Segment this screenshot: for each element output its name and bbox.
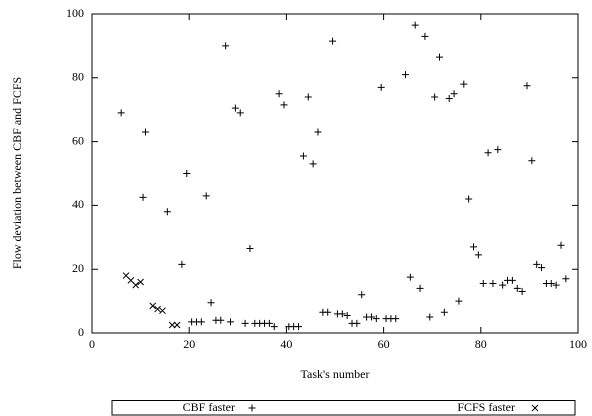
- point: [528, 157, 536, 165]
- x-tick-label: 40: [280, 337, 292, 351]
- point: [401, 71, 409, 79]
- point: [445, 95, 453, 103]
- y-tick-label: 0: [78, 325, 84, 339]
- point: [227, 318, 235, 326]
- point: [426, 313, 434, 321]
- point: [411, 21, 419, 29]
- y-tick-label: 80: [72, 70, 84, 84]
- point: [416, 284, 424, 292]
- point: [538, 264, 546, 272]
- point: [299, 152, 307, 160]
- point: [141, 128, 149, 136]
- legend-box: [111, 400, 576, 416]
- point: [494, 146, 502, 154]
- x-tick-label: 80: [475, 337, 487, 351]
- plot-frame: [91, 13, 579, 334]
- point: [552, 281, 560, 289]
- point: [149, 302, 157, 310]
- point: [139, 193, 147, 201]
- point: [353, 319, 361, 327]
- point: [406, 273, 414, 281]
- point: [154, 305, 161, 313]
- legend-marker: [531, 404, 539, 412]
- x-tick-label: 20: [183, 337, 195, 351]
- point: [367, 313, 375, 321]
- point: [178, 260, 186, 268]
- point: [241, 319, 249, 327]
- point: [132, 281, 140, 289]
- y-tick-label: 40: [72, 197, 84, 211]
- point: [547, 280, 555, 288]
- point: [275, 90, 283, 98]
- point: [168, 321, 176, 329]
- point: [159, 307, 166, 315]
- point: [484, 149, 492, 157]
- point: [523, 82, 531, 90]
- point: [314, 128, 322, 136]
- point: [518, 288, 526, 296]
- point: [324, 308, 332, 316]
- point: [372, 315, 380, 323]
- point: [202, 192, 210, 200]
- y-axis-label: Flow deviation between CBF and FCFS: [10, 77, 24, 269]
- point: [557, 241, 565, 249]
- x-tick-label: 60: [378, 337, 390, 351]
- point: [474, 251, 482, 259]
- point: [173, 321, 181, 329]
- point: [309, 160, 317, 168]
- y-tick-label: 100: [66, 6, 84, 20]
- point: [431, 93, 439, 101]
- point: [465, 195, 473, 203]
- point: [117, 109, 125, 117]
- point: [270, 323, 278, 331]
- point: [265, 319, 273, 327]
- point: [533, 260, 541, 268]
- point: [392, 315, 400, 323]
- point: [246, 244, 254, 252]
- point: [137, 278, 144, 286]
- y-tick-label: 20: [72, 261, 84, 275]
- legend-marker: [248, 404, 256, 412]
- x-axis-label: Task's number: [301, 367, 370, 381]
- point: [440, 308, 448, 316]
- point: [343, 311, 351, 319]
- point: [508, 276, 516, 284]
- point: [222, 42, 230, 50]
- point: [217, 316, 225, 324]
- point: [499, 281, 507, 289]
- legend-label: FCFS faster: [457, 400, 515, 414]
- point: [295, 323, 303, 331]
- point: [513, 284, 521, 292]
- point: [450, 90, 458, 98]
- point: [338, 310, 346, 318]
- point: [197, 318, 205, 326]
- point: [329, 37, 337, 45]
- x-tick-label: 0: [89, 337, 95, 351]
- point: [435, 53, 443, 61]
- point: [358, 291, 366, 299]
- point: [421, 32, 429, 40]
- legend-label: CBF faster: [183, 400, 235, 414]
- point: [183, 170, 191, 177]
- x-tick-label: 100: [569, 337, 587, 351]
- point: [377, 83, 385, 91]
- point: [489, 280, 497, 288]
- point: [455, 297, 463, 305]
- point: [236, 109, 244, 117]
- point: [460, 80, 468, 88]
- point: [280, 101, 288, 109]
- point: [231, 104, 239, 112]
- point: [304, 93, 312, 101]
- point: [207, 299, 215, 307]
- y-tick-label: 60: [72, 133, 84, 147]
- point: [470, 243, 478, 251]
- point: [562, 275, 570, 283]
- point: [163, 208, 171, 216]
- point: [479, 280, 487, 288]
